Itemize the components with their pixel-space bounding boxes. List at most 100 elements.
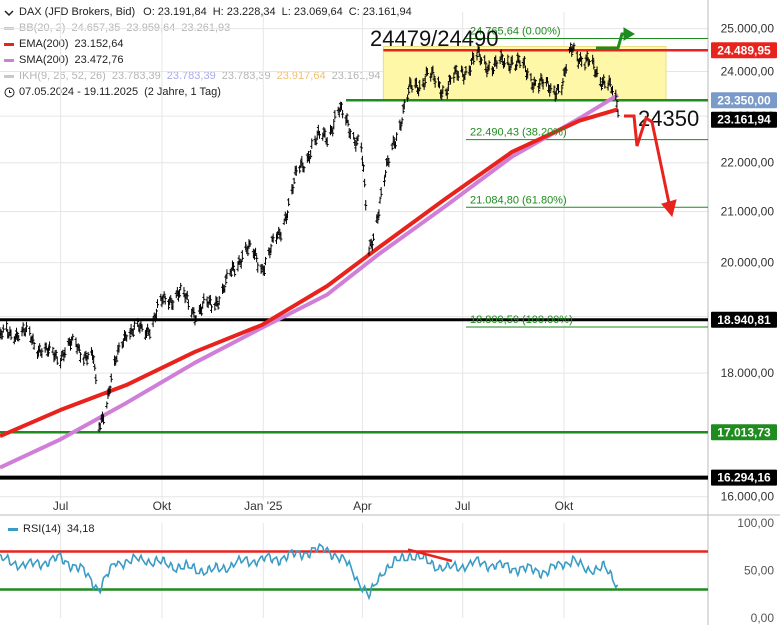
price-axis-badge: 17.013,73 [711, 424, 777, 441]
ohlc-bar [208, 294, 212, 306]
ohlc-bar [248, 240, 252, 247]
ema-200-line [0, 107, 619, 439]
ohlc-bar [495, 60, 499, 69]
ohlc-bar [460, 65, 464, 73]
ohlc-bar [353, 137, 357, 146]
ohlc-bar [592, 59, 596, 70]
price-axis-badge: 18.940,81 [711, 311, 777, 328]
ohlc-bar [194, 315, 198, 323]
ohlc-bar [417, 87, 421, 97]
ikh-value-3: 23.783,39 [221, 70, 271, 82]
ohlc-close-label: C: [348, 6, 360, 18]
ema-value: 23.152,64 [74, 38, 124, 50]
ohlc-bar [132, 319, 136, 330]
ohlc-bar [484, 61, 488, 72]
badge-bg [711, 111, 777, 128]
ohlc-bar [292, 177, 296, 185]
ohlc-bar [71, 333, 75, 341]
ohlc-bar [441, 85, 445, 95]
ohlc-bar [522, 56, 526, 66]
fib-level-label: 18.809,59 (100.00%) [470, 314, 573, 326]
ohlc-bar [539, 73, 543, 82]
ohlc-bar [171, 299, 175, 311]
ohlc-bar [440, 89, 444, 100]
ohlc-bar [449, 75, 453, 85]
ohlc-bar [128, 329, 132, 340]
ohlc-bar [587, 59, 591, 66]
ohlc-bar [284, 213, 288, 224]
ohlc-bar [387, 158, 391, 168]
ohlc-bar [377, 209, 381, 219]
ohlc-bar [506, 54, 510, 66]
ohlc-bar [54, 349, 58, 358]
legend-item-ema[interactable]: EMA(200) 23.152,64 [4, 36, 412, 52]
ohlc-bar [82, 356, 86, 366]
ohlc-bar [583, 62, 587, 71]
ohlc-bar [452, 72, 456, 83]
ohlc-bar [9, 329, 13, 341]
rsi-legend: RSI(14) 34,18 [8, 523, 94, 535]
ohlc-bar [599, 83, 603, 91]
ohlc-bar [179, 282, 183, 291]
rsi-divergence-line [407, 548, 453, 563]
ohlc-bar [125, 334, 129, 342]
sma-200-line [0, 93, 620, 470]
ohlc-bar [362, 164, 366, 172]
ohlc-bar [422, 82, 426, 90]
ohlc-bar [346, 119, 350, 127]
badge-text: 24.489,95 [717, 43, 771, 57]
ohlc-bar [610, 85, 614, 96]
collapse-icon[interactable] [4, 7, 14, 17]
rsi-panel [0, 542, 708, 601]
ohlc-bar [356, 134, 360, 142]
y-tick-label: 20.000,00 [721, 256, 775, 270]
ohlc-bar [263, 256, 267, 266]
ikh-swatch [4, 74, 14, 78]
ohlc-bar [17, 334, 21, 342]
ohlc-bar [468, 65, 472, 76]
ohlc-bar [136, 318, 140, 327]
ohlc-bar [286, 210, 290, 219]
chart-legend: DAX (JFD Brokers, Bid) O: 23.191,84 H: 2… [4, 4, 412, 100]
price-axis-badge: 24.489,95 [711, 42, 777, 59]
rsi-line [0, 542, 618, 601]
ohlc-bar [256, 262, 260, 273]
ohlc-bar [533, 79, 537, 86]
ohlc-bar [331, 127, 335, 137]
ohlc-low-label: L: [281, 6, 291, 18]
legend-item-ikh[interactable]: IKH(9, 26, 52, 26) 23.783,39 23.783,39 2… [4, 68, 412, 84]
ohlc-bar [269, 243, 273, 254]
ohlc-bar [246, 245, 250, 257]
annotations-layer: 24.765,64 (0.00%) 22.490,43 (38.20%) 21.08… [370, 26, 699, 327]
ohlc-bar [271, 233, 275, 243]
ohlc-bar [608, 77, 612, 88]
legend-item-bb[interactable]: BB(20, 2) 24.657,35 23.959,64 23.261,93 [4, 20, 412, 36]
ohlc-bar [364, 199, 368, 211]
ohlc-bar [433, 77, 437, 88]
ohlc-bar [200, 307, 204, 316]
rsi-y-tick-label: 50,00 [744, 564, 774, 578]
ohlc-bar [561, 78, 565, 87]
ohlc-bar [498, 56, 502, 65]
ohlc-bar [487, 60, 491, 71]
consolidation-range-box [382, 46, 667, 101]
y-tick-label: 24.000,00 [721, 64, 775, 78]
ohlc-bar [169, 295, 173, 303]
ohlc-bar [255, 254, 259, 263]
badge-bg [711, 42, 777, 59]
x-tick-label: Jul [455, 499, 470, 513]
legend-item-sma[interactable]: SMA(200) 23.472,76 [4, 52, 412, 68]
ohlc-bar [531, 82, 535, 93]
ohlc-bar [108, 385, 112, 394]
badge-bg [711, 469, 777, 486]
ohlc-bar [178, 288, 182, 298]
ohlc-bar [115, 355, 119, 363]
breakdown-arrow-line [624, 114, 672, 209]
ohlc-bar [92, 354, 96, 365]
ohlc-low-value: 23.069,64 [293, 6, 343, 18]
ohlc-bar [391, 135, 395, 146]
ohlc-bar [146, 323, 150, 333]
ohlc-bar [167, 299, 171, 310]
ohlc-bar [94, 374, 98, 385]
